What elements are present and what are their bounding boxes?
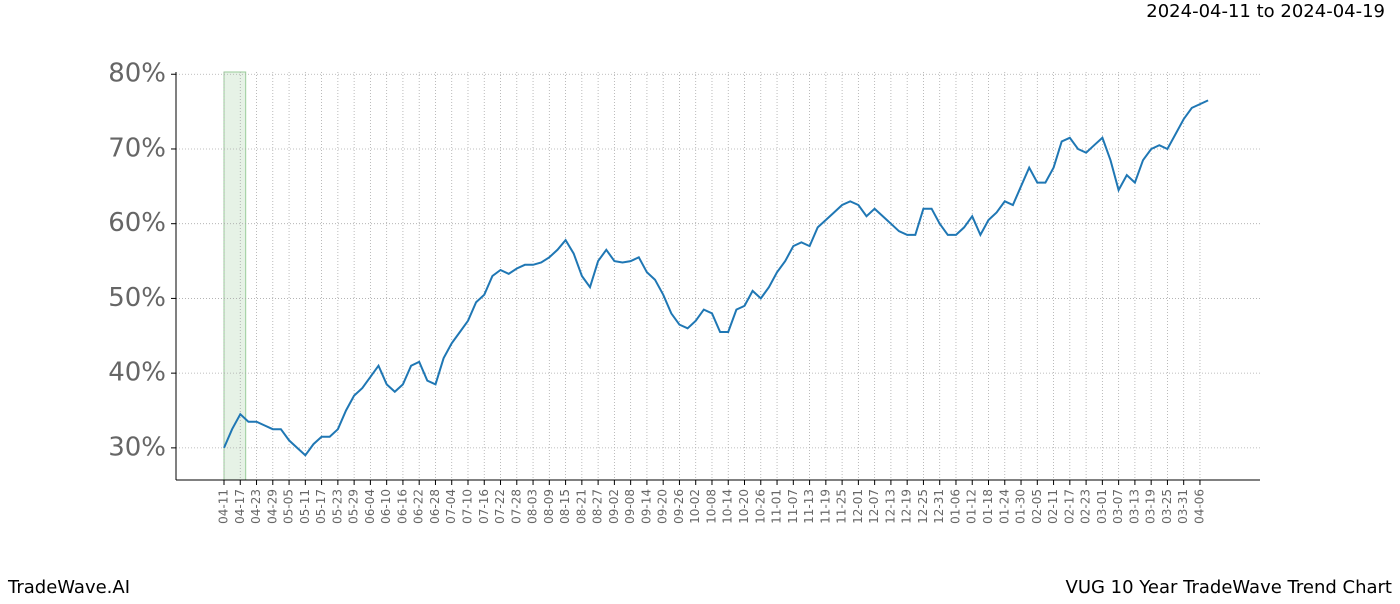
x-tick-label: 06-16 — [395, 489, 409, 524]
x-tick-label: 01-24 — [997, 489, 1011, 524]
x-tick-label: 04-06 — [1192, 489, 1206, 524]
line — [223, 99, 1209, 457]
y-tick-label: 50% — [108, 283, 166, 313]
x-tick-label: 09-26 — [672, 489, 686, 524]
x-tick-label: 05-05 — [282, 489, 296, 524]
x-tick-label: 10-20 — [737, 489, 751, 524]
x-tick-label: 11-01 — [770, 489, 784, 524]
x-tick-label: 06-22 — [412, 489, 426, 524]
x-tick-label: 08-03 — [526, 489, 540, 524]
x-tick-label: 07-28 — [509, 489, 523, 524]
x-tick-label: 07-04 — [444, 489, 458, 524]
x-tick-label: 09-02 — [607, 489, 621, 524]
x-tick-label: 03-07 — [1111, 489, 1125, 524]
x-tick-label: 10-08 — [704, 489, 718, 524]
highlight-band — [223, 71, 247, 481]
y-tick-label: 80% — [108, 59, 166, 89]
x-tick-label: 05-17 — [314, 489, 328, 524]
x-tick-label: 06-04 — [363, 489, 377, 524]
x-tick-label: 12-13 — [883, 489, 897, 524]
x-tick-label: 05-11 — [298, 489, 312, 524]
x-tick-label: 02-11 — [1046, 489, 1060, 524]
x-tick-label: 10-02 — [688, 489, 702, 524]
x-tick-label: 05-29 — [347, 489, 361, 524]
chart-title: VUG 10 Year TradeWave Trend Chart — [1066, 577, 1392, 598]
x-tick-label: 04-11 — [217, 489, 231, 524]
x-tick-label: 02-17 — [1062, 489, 1076, 524]
x-tick-label: 03-19 — [1144, 489, 1158, 524]
x-tick-label: 08-21 — [574, 489, 588, 524]
x-tick-label: 12-25 — [916, 489, 930, 524]
x-tick-label: 11-07 — [786, 489, 800, 524]
y-tick-label: 60% — [108, 208, 166, 238]
x-tick-label: 01-06 — [948, 489, 962, 524]
x-tick-label: 03-31 — [1176, 489, 1190, 524]
y-tick-label: 30% — [108, 432, 166, 462]
x-tick-label: 09-20 — [656, 489, 670, 524]
x-tick-label: 12-31 — [932, 489, 946, 524]
x-tick-label: 04-29 — [265, 489, 279, 524]
x-tick-label: 08-09 — [542, 489, 556, 524]
x-tick-label: 06-10 — [379, 489, 393, 524]
x-tick-label: 04-17 — [233, 489, 247, 524]
x-tick-label: 03-13 — [1127, 489, 1141, 524]
subtitle: 2024-04-11 to 2024-04-19 — [1146, 1, 1385, 22]
x-tick-label: 12-01 — [851, 489, 865, 524]
x-tick-label: 08-27 — [591, 489, 605, 524]
x-tick-label: 03-25 — [1160, 489, 1174, 524]
x-tick-label: 11-13 — [802, 489, 816, 524]
x-tick-label: 01-12 — [965, 489, 979, 524]
x-tick-label: 03-01 — [1095, 489, 1109, 524]
brand: TradeWave.AI — [7, 577, 130, 598]
x-tick-label: 09-14 — [639, 489, 653, 524]
x-tick-label: 11-25 — [835, 489, 849, 524]
x-tick-label: 10-14 — [721, 489, 735, 524]
x-tick-label: 04-23 — [249, 489, 263, 524]
x-tick-label: 07-10 — [460, 489, 474, 524]
x-tick-label: 12-07 — [867, 489, 881, 524]
y-tick-label: 70% — [108, 133, 166, 163]
x-tick-label: 09-08 — [623, 489, 637, 524]
x-tick-label: 01-30 — [1014, 489, 1028, 524]
x-tick-label: 01-18 — [981, 489, 995, 524]
x-tick-label: 05-23 — [330, 489, 344, 524]
x-tick-label: 11-19 — [818, 489, 832, 524]
x-tick-label: 02-05 — [1030, 489, 1044, 524]
x-tick-label: 10-26 — [753, 489, 767, 524]
x-tick-label: 12-19 — [900, 489, 914, 524]
x-tick-label: 07-16 — [477, 489, 491, 524]
x-tick-label: 06-28 — [428, 489, 442, 524]
y-tick-label: 40% — [108, 358, 166, 388]
x-tick-label: 08-15 — [558, 489, 572, 524]
x-tick-label: 07-22 — [493, 489, 507, 524]
x-tick-label: 02-23 — [1079, 489, 1093, 524]
